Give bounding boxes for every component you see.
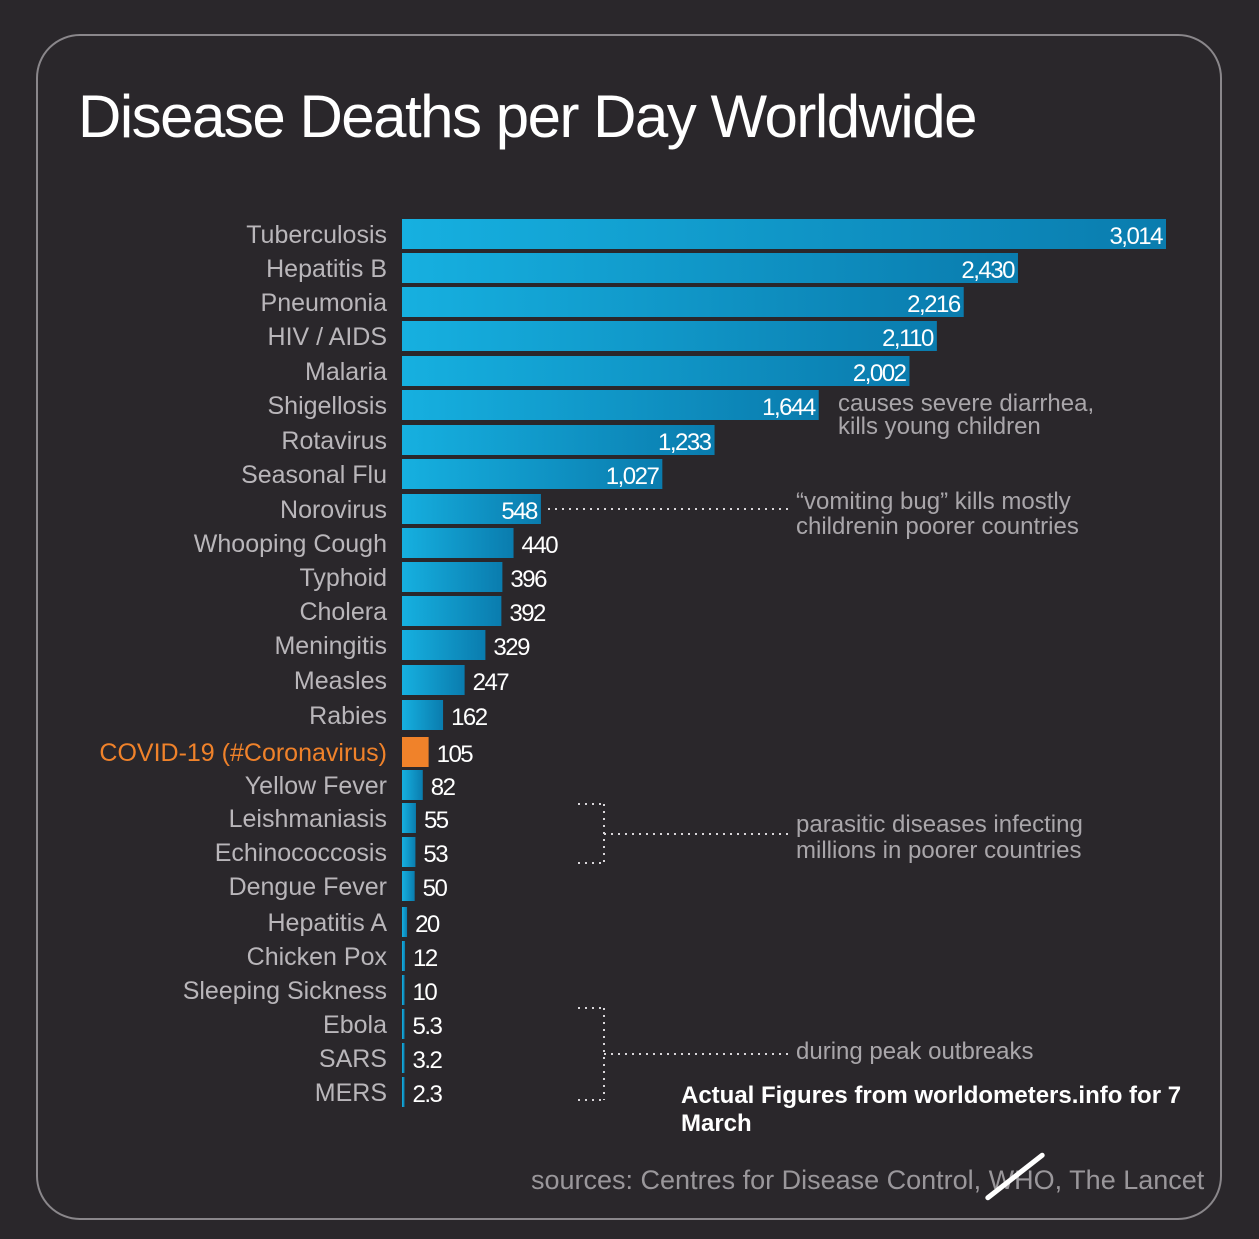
value-label-rotavirus: 1,233 [658,429,712,456]
value-label-ebola: 5.3 [413,1013,443,1040]
annotation-outbreaks: during peak outbreaks [796,1038,1034,1065]
value-label-measles: 247 [473,669,510,696]
value-label-sleeping-sickness: 10 [413,979,438,1006]
category-label-rabies: Rabies [309,702,387,730]
value-label-tuberculosis: 3,014 [1109,223,1163,250]
bar-seasonal-flu [402,459,663,489]
value-label-rabies: 162 [451,704,488,731]
value-label-sars: 3.2 [413,1047,443,1074]
annotation-parasitic-line-2: millions in poorer countries [796,837,1081,864]
bar-hepatitis-a [402,907,408,937]
bar-norovirus [402,494,541,524]
footnote: Actual Figures from worldometers.info fo… [681,1082,1182,1137]
category-label-mers: MERS [315,1079,387,1107]
category-label-rotavirus: Rotavirus [281,427,387,455]
annotation-shigellosis-line-2: kills young children [838,413,1041,440]
bar-hiv-aids [402,321,937,351]
bar-typhoid [402,562,503,592]
bar-cholera [402,596,502,626]
category-label-hiv-aids: HIV / AIDS [268,323,387,351]
source-credit: sources: Centres for Disease Control, WH… [531,1165,1205,1195]
bar-echinococcosis [402,837,416,867]
annotation-shigellosis-line-1: causes severe diarrhea, [838,390,1094,417]
value-label-shigellosis: 1,644 [762,394,816,421]
bar-rotavirus [402,425,715,455]
bar-pneumonia [402,287,964,317]
bar-rabies [402,700,444,730]
category-label-ebola: Ebola [323,1011,387,1039]
category-label-tuberculosis: Tuberculosis [246,221,387,249]
category-label-meningitis: Meningitis [274,632,387,660]
category-label-sleeping-sickness: Sleeping Sickness [183,977,387,1005]
annotation-parasitic-line-1: parasitic diseases infecting [796,811,1083,838]
category-label-echinococcosis: Echinococcosis [215,839,387,867]
annotations-group: causes severe diarrhea,kills young child… [548,390,1094,1101]
category-label-malaria: Malaria [305,358,387,386]
value-label-covid-19-coronavirus: 105 [437,741,474,768]
value-label-yellow-fever: 82 [431,774,456,801]
chart-title: Disease Deaths per Day Worldwide [78,83,977,150]
annotation-norovirus-line-2: childrenin poorer countries [796,513,1079,540]
bar-ebola [402,1009,405,1039]
category-labels-group: Tuberculosis Hepatitis B Pneumonia HIV / AI… [99,221,387,1107]
value-label-dengue-fever: 50 [423,875,448,902]
category-label-cholera: Cholera [299,598,387,626]
bar-yellow-fever [402,770,423,800]
category-label-sars: SARS [319,1045,387,1073]
value-label-hiv-aids: 2,110 [882,325,934,352]
bar-covid-19-coronavirus [402,737,429,767]
category-label-yellow-fever: Yellow Fever [245,772,387,800]
category-label-hepatitis-b: Hepatitis B [266,255,387,283]
category-label-covid-19-coronavirus: COVID-19 (#Coronavirus) [99,739,387,767]
category-label-typhoid: Typhoid [299,564,387,592]
value-label-chicken-pox: 12 [413,945,438,972]
value-label-malaria: 2,002 [853,360,907,387]
chart-frame [36,34,1222,1220]
bar-meningitis [402,630,486,660]
category-label-dengue-fever: Dengue Fever [229,873,387,901]
value-label-meningitis: 329 [493,634,530,661]
value-label-seasonal-flu: 1,027 [606,463,660,490]
category-label-shigellosis: Shigellosis [267,392,387,420]
value-label-whooping-cough: 440 [522,532,559,559]
category-label-norovirus: Norovirus [280,496,387,524]
category-label-pneumonia: Pneumonia [261,289,388,317]
category-label-measles: Measles [294,667,387,695]
bar-leishmaniasis [402,803,416,833]
value-label-cholera: 392 [509,600,546,627]
value-label-norovirus: 548 [501,498,538,525]
bar-shigellosis [402,390,819,420]
bars-group [402,219,1166,1107]
category-label-seasonal-flu: Seasonal Flu [241,461,387,489]
bar-measles [402,665,465,695]
annotation-norovirus-line-1: “vomiting bug” kills mostly [796,488,1071,515]
bar-hepatitis-b [402,253,1018,283]
bar-malaria [402,356,910,386]
category-label-chicken-pox: Chicken Pox [247,943,388,971]
value-label-hepatitis-b: 2,430 [961,257,1015,284]
bar-dengue-fever [402,871,415,901]
value-label-pneumonia: 2,216 [907,291,961,318]
bar-sleeping-sickness [402,975,405,1005]
bar-whooping-cough [402,528,514,558]
bar-sars [402,1043,405,1073]
value-label-hepatitis-a: 20 [415,911,440,938]
bar-mers [402,1077,405,1107]
value-label-echinococcosis: 53 [423,841,448,868]
category-label-leishmaniasis: Leishmaniasis [229,805,387,833]
value-label-typhoid: 396 [510,566,547,593]
bar-chicken-pox [402,941,406,971]
bar-tuberculosis [402,219,1166,249]
value-label-mers: 2.3 [413,1081,443,1108]
category-label-whooping-cough: Whooping Cough [194,530,387,558]
category-label-hepatitis-a: Hepatitis A [267,909,387,937]
value-label-leishmaniasis: 55 [424,807,449,834]
